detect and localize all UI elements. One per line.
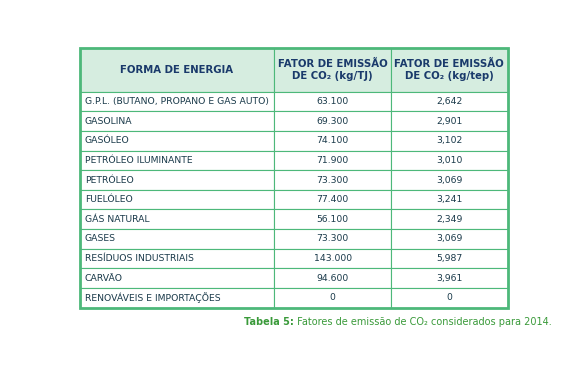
Bar bbox=[80, 268, 274, 288]
Bar bbox=[80, 48, 274, 92]
Bar bbox=[274, 249, 391, 268]
Text: Tabela 5:: Tabela 5: bbox=[244, 317, 294, 327]
Text: 0: 0 bbox=[446, 293, 452, 302]
Text: PETRÓLEO ILUMINANTE: PETRÓLEO ILUMINANTE bbox=[85, 156, 193, 165]
Text: 3,102: 3,102 bbox=[436, 137, 462, 145]
Bar bbox=[391, 131, 508, 151]
Text: RENOVÁVEIS E IMPORTAÇÕES: RENOVÁVEIS E IMPORTAÇÕES bbox=[85, 292, 221, 303]
Bar bbox=[274, 48, 391, 92]
Text: 94.600: 94.600 bbox=[316, 274, 349, 283]
Text: 2,349: 2,349 bbox=[436, 215, 462, 224]
Text: 56.100: 56.100 bbox=[316, 215, 349, 224]
Bar bbox=[80, 190, 274, 210]
Bar bbox=[274, 170, 391, 190]
Bar bbox=[391, 268, 508, 288]
Text: 3,069: 3,069 bbox=[436, 176, 462, 185]
Bar bbox=[391, 190, 508, 210]
Text: 63.100: 63.100 bbox=[316, 97, 349, 106]
Text: 77.400: 77.400 bbox=[316, 195, 349, 204]
Text: 69.300: 69.300 bbox=[316, 117, 349, 126]
Bar bbox=[274, 268, 391, 288]
Text: FATOR DE EMISSÃO
DE CO₂ (kg/TJ): FATOR DE EMISSÃO DE CO₂ (kg/TJ) bbox=[278, 59, 387, 81]
Bar bbox=[80, 170, 274, 190]
Text: FATOR DE EMISSÃO
DE CO₂ (kg/tep): FATOR DE EMISSÃO DE CO₂ (kg/tep) bbox=[394, 59, 504, 81]
Text: 3,069: 3,069 bbox=[436, 234, 462, 244]
Text: GÁS NATURAL: GÁS NATURAL bbox=[85, 215, 150, 224]
Text: GASES: GASES bbox=[85, 234, 116, 244]
Bar bbox=[391, 288, 508, 308]
Text: FUELÓLEO: FUELÓLEO bbox=[85, 195, 133, 204]
Text: 143.000: 143.000 bbox=[313, 254, 352, 263]
Text: 74.100: 74.100 bbox=[316, 137, 349, 145]
Text: 5,987: 5,987 bbox=[436, 254, 462, 263]
Text: Fatores de emissão de CO₂ considerados para 2014.: Fatores de emissão de CO₂ considerados p… bbox=[294, 317, 551, 327]
Bar bbox=[80, 210, 274, 229]
Bar bbox=[274, 210, 391, 229]
Bar bbox=[274, 288, 391, 308]
Bar bbox=[80, 288, 274, 308]
Text: GASÓLEO: GASÓLEO bbox=[85, 137, 129, 145]
Text: 2,901: 2,901 bbox=[436, 117, 462, 126]
Bar bbox=[391, 151, 508, 170]
Text: 3,010: 3,010 bbox=[436, 156, 462, 165]
Text: 71.900: 71.900 bbox=[316, 156, 349, 165]
Bar bbox=[274, 131, 391, 151]
Text: GASOLINA: GASOLINA bbox=[85, 117, 132, 126]
Text: 73.300: 73.300 bbox=[316, 234, 349, 244]
Text: FORMA DE ENERGIA: FORMA DE ENERGIA bbox=[120, 65, 234, 75]
Bar bbox=[80, 112, 274, 131]
Bar bbox=[274, 112, 391, 131]
Text: 3,961: 3,961 bbox=[436, 274, 462, 283]
Bar bbox=[391, 249, 508, 268]
Text: 73.300: 73.300 bbox=[316, 176, 349, 185]
Bar bbox=[274, 151, 391, 170]
Bar bbox=[391, 170, 508, 190]
Text: CARVÃO: CARVÃO bbox=[85, 274, 123, 283]
Text: PETRÓLEO: PETRÓLEO bbox=[85, 176, 134, 185]
Bar bbox=[391, 48, 508, 92]
Bar bbox=[80, 92, 274, 112]
Text: 0: 0 bbox=[329, 293, 336, 302]
Bar bbox=[80, 249, 274, 268]
Text: 2,642: 2,642 bbox=[436, 97, 462, 106]
Bar bbox=[391, 210, 508, 229]
Text: RESÍDUOS INDUSTRIAIS: RESÍDUOS INDUSTRIAIS bbox=[85, 254, 194, 263]
Bar bbox=[274, 92, 391, 112]
Bar bbox=[391, 229, 508, 249]
Bar bbox=[80, 131, 274, 151]
Bar bbox=[391, 112, 508, 131]
Text: G.P.L. (BUTANO, PROPANO E GAS AUTO): G.P.L. (BUTANO, PROPANO E GAS AUTO) bbox=[85, 97, 269, 106]
Bar bbox=[80, 151, 274, 170]
Bar bbox=[391, 92, 508, 112]
Text: 3,241: 3,241 bbox=[436, 195, 462, 204]
Bar bbox=[274, 190, 391, 210]
Bar bbox=[80, 229, 274, 249]
Bar bbox=[274, 229, 391, 249]
